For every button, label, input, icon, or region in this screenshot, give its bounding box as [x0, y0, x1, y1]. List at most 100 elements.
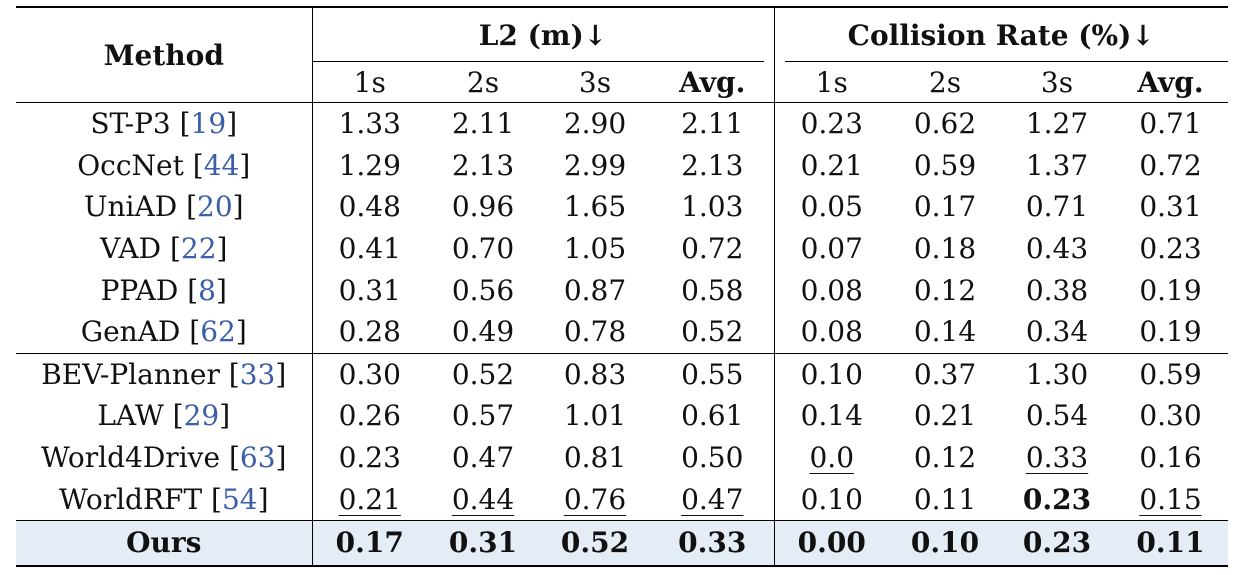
table-row: WorldRFT [54] 0.21 0.44 0.76 0.47 0.10 0.11 0.2…	[16, 478, 1228, 521]
value-text: 0.52	[681, 315, 744, 349]
l2-3s-header: 3s	[578, 65, 612, 99]
cr-avg-header: Avg.	[1137, 65, 1204, 99]
value-text: 1.05	[563, 232, 627, 266]
value-text: 0.31	[338, 273, 401, 307]
cr-2s-header: 2s	[928, 65, 962, 99]
citation-link[interactable]: 33	[239, 357, 276, 391]
method-name: UniAD [20]	[16, 186, 313, 228]
value-text: 0.11	[913, 482, 977, 516]
value-text: 0.12	[913, 273, 977, 307]
value-text: 2.13	[681, 148, 744, 182]
value-cell: 0.30	[1113, 395, 1228, 437]
value-cell: 0.43	[1001, 228, 1113, 270]
value-text: 0.70	[451, 232, 515, 266]
value-text: 0.21	[338, 482, 401, 516]
method-name: LAW [29]	[16, 395, 313, 437]
value-text: 0.48	[338, 190, 401, 224]
table-row: ST-P3 [19] 1.33 2.11 2.90 2.11 0.23 0.62 1.27 0.…	[16, 101, 1228, 145]
value-text: 0.15	[1139, 482, 1202, 516]
l2-group-label: L2 (m)↓	[478, 18, 608, 52]
value-cell: 0.48	[312, 186, 427, 228]
method-header: Method	[16, 7, 313, 103]
value-cell: 0.59	[1113, 352, 1228, 396]
value-cell: 0.78	[539, 311, 651, 353]
citation-link[interactable]: 22	[180, 232, 217, 266]
citation-link[interactable]: 8	[198, 273, 216, 307]
citation-link[interactable]: 29	[183, 399, 220, 433]
value-cell: 1.37	[1001, 145, 1113, 187]
method-label: BEV-Planner [	[41, 357, 240, 391]
value-cell: 0.31	[312, 269, 427, 311]
value-cell-ours: 0.31	[427, 519, 539, 567]
value-text: 0.08	[800, 273, 863, 307]
collision-group-label: Collision Rate (%)↓	[847, 18, 1155, 52]
value-cell: 0.14	[774, 395, 889, 437]
value-cell: 0.10	[774, 352, 889, 396]
value-cell: 0.15	[1113, 478, 1228, 520]
l2-cmidrule	[312, 61, 764, 62]
value-cell: 0.07	[774, 228, 889, 270]
value-text: 1.33	[338, 107, 401, 141]
value-cell: 2.13	[427, 145, 539, 187]
value-text: 1.37	[1025, 148, 1089, 182]
value-text: 0.59	[1139, 357, 1202, 391]
citation-link[interactable]: 20	[197, 190, 233, 224]
value-cell: 0.72	[651, 227, 775, 270]
method-name: ST-P3 [19]	[16, 101, 313, 145]
citation-link[interactable]: 19	[190, 107, 227, 141]
method-name: GenAD [62]	[16, 310, 313, 354]
value-cell: 1.29	[312, 145, 427, 187]
citation-link[interactable]: 54	[221, 482, 258, 516]
l2-group-header: L2 (m)↓	[312, 7, 775, 62]
value-text: 0.71	[1139, 107, 1202, 141]
value-cell: 0.30	[312, 352, 427, 396]
citation-link[interactable]: 62	[200, 315, 236, 349]
value-text: 0.23	[800, 107, 863, 141]
citation-link[interactable]: 44	[203, 148, 240, 182]
value-text: 0.52	[451, 357, 515, 391]
value-text: 0.10	[800, 357, 863, 391]
method-label: VAD [	[100, 232, 181, 266]
value-text: 0.14	[913, 315, 977, 349]
citation-bracket: ]	[257, 482, 269, 516]
value-cell: 0.16	[1113, 437, 1228, 479]
value-cell: 0.59	[889, 145, 1001, 187]
value-text: 0.58	[681, 273, 744, 307]
value-cell-ours: 0.23	[1001, 519, 1113, 567]
value-text: 0.72	[1139, 148, 1202, 182]
value-cell: 0.08	[774, 311, 889, 353]
value-cell: 2.99	[539, 145, 651, 187]
table-row: GenAD [62] 0.28 0.49 0.78 0.52 0.08 0.14 0.34 0.…	[16, 310, 1228, 354]
value-text: 0.71	[1025, 190, 1089, 224]
table-row: UniAD [20] 0.48 0.96 1.65 1.03 0.05 0.17 0.71 0.…	[16, 186, 1228, 228]
value-text: 0.43	[1025, 232, 1089, 266]
value-text: 0.59	[913, 148, 977, 182]
table-row: BEV-Planner [33] 0.30 0.52 0.83 0.55 0.10 0.37…	[16, 352, 1228, 396]
value-text: 0.47	[681, 482, 744, 516]
value-text: 0.96	[451, 190, 515, 224]
value-text: 0.31	[1139, 190, 1202, 224]
value-cell: 0.12	[889, 269, 1001, 311]
value-cell: 0.52	[651, 310, 775, 354]
citation-link[interactable]: 63	[239, 441, 276, 475]
value-text: 0.16	[1139, 441, 1202, 475]
value-cell: 0.52	[427, 352, 539, 396]
value-cell-ours: 0.11	[1113, 519, 1228, 567]
value-cell-ours: 0.33	[651, 519, 775, 567]
method-name: PPAD [8]	[16, 269, 313, 311]
value-cell: 0.72	[1113, 145, 1228, 187]
value-cell: 0.41	[312, 228, 427, 270]
value-text: 0.78	[563, 315, 627, 349]
value-cell: 0.57	[427, 395, 539, 437]
value-text: 0.47	[451, 441, 515, 475]
value-cell: 1.27	[1001, 101, 1113, 145]
value-cell: 0.50	[651, 436, 775, 479]
value-text: 0.38	[1025, 273, 1089, 307]
value-cell: 1.33	[312, 101, 427, 145]
citation-bracket: ]	[232, 190, 244, 224]
value-cell-ours: 0.52	[539, 519, 651, 567]
value-cell: 0.23	[312, 437, 427, 479]
collision-group-header: Collision Rate (%)↓	[774, 7, 1228, 62]
value-text: 0.05	[800, 190, 863, 224]
value-text: 1.29	[338, 148, 401, 182]
